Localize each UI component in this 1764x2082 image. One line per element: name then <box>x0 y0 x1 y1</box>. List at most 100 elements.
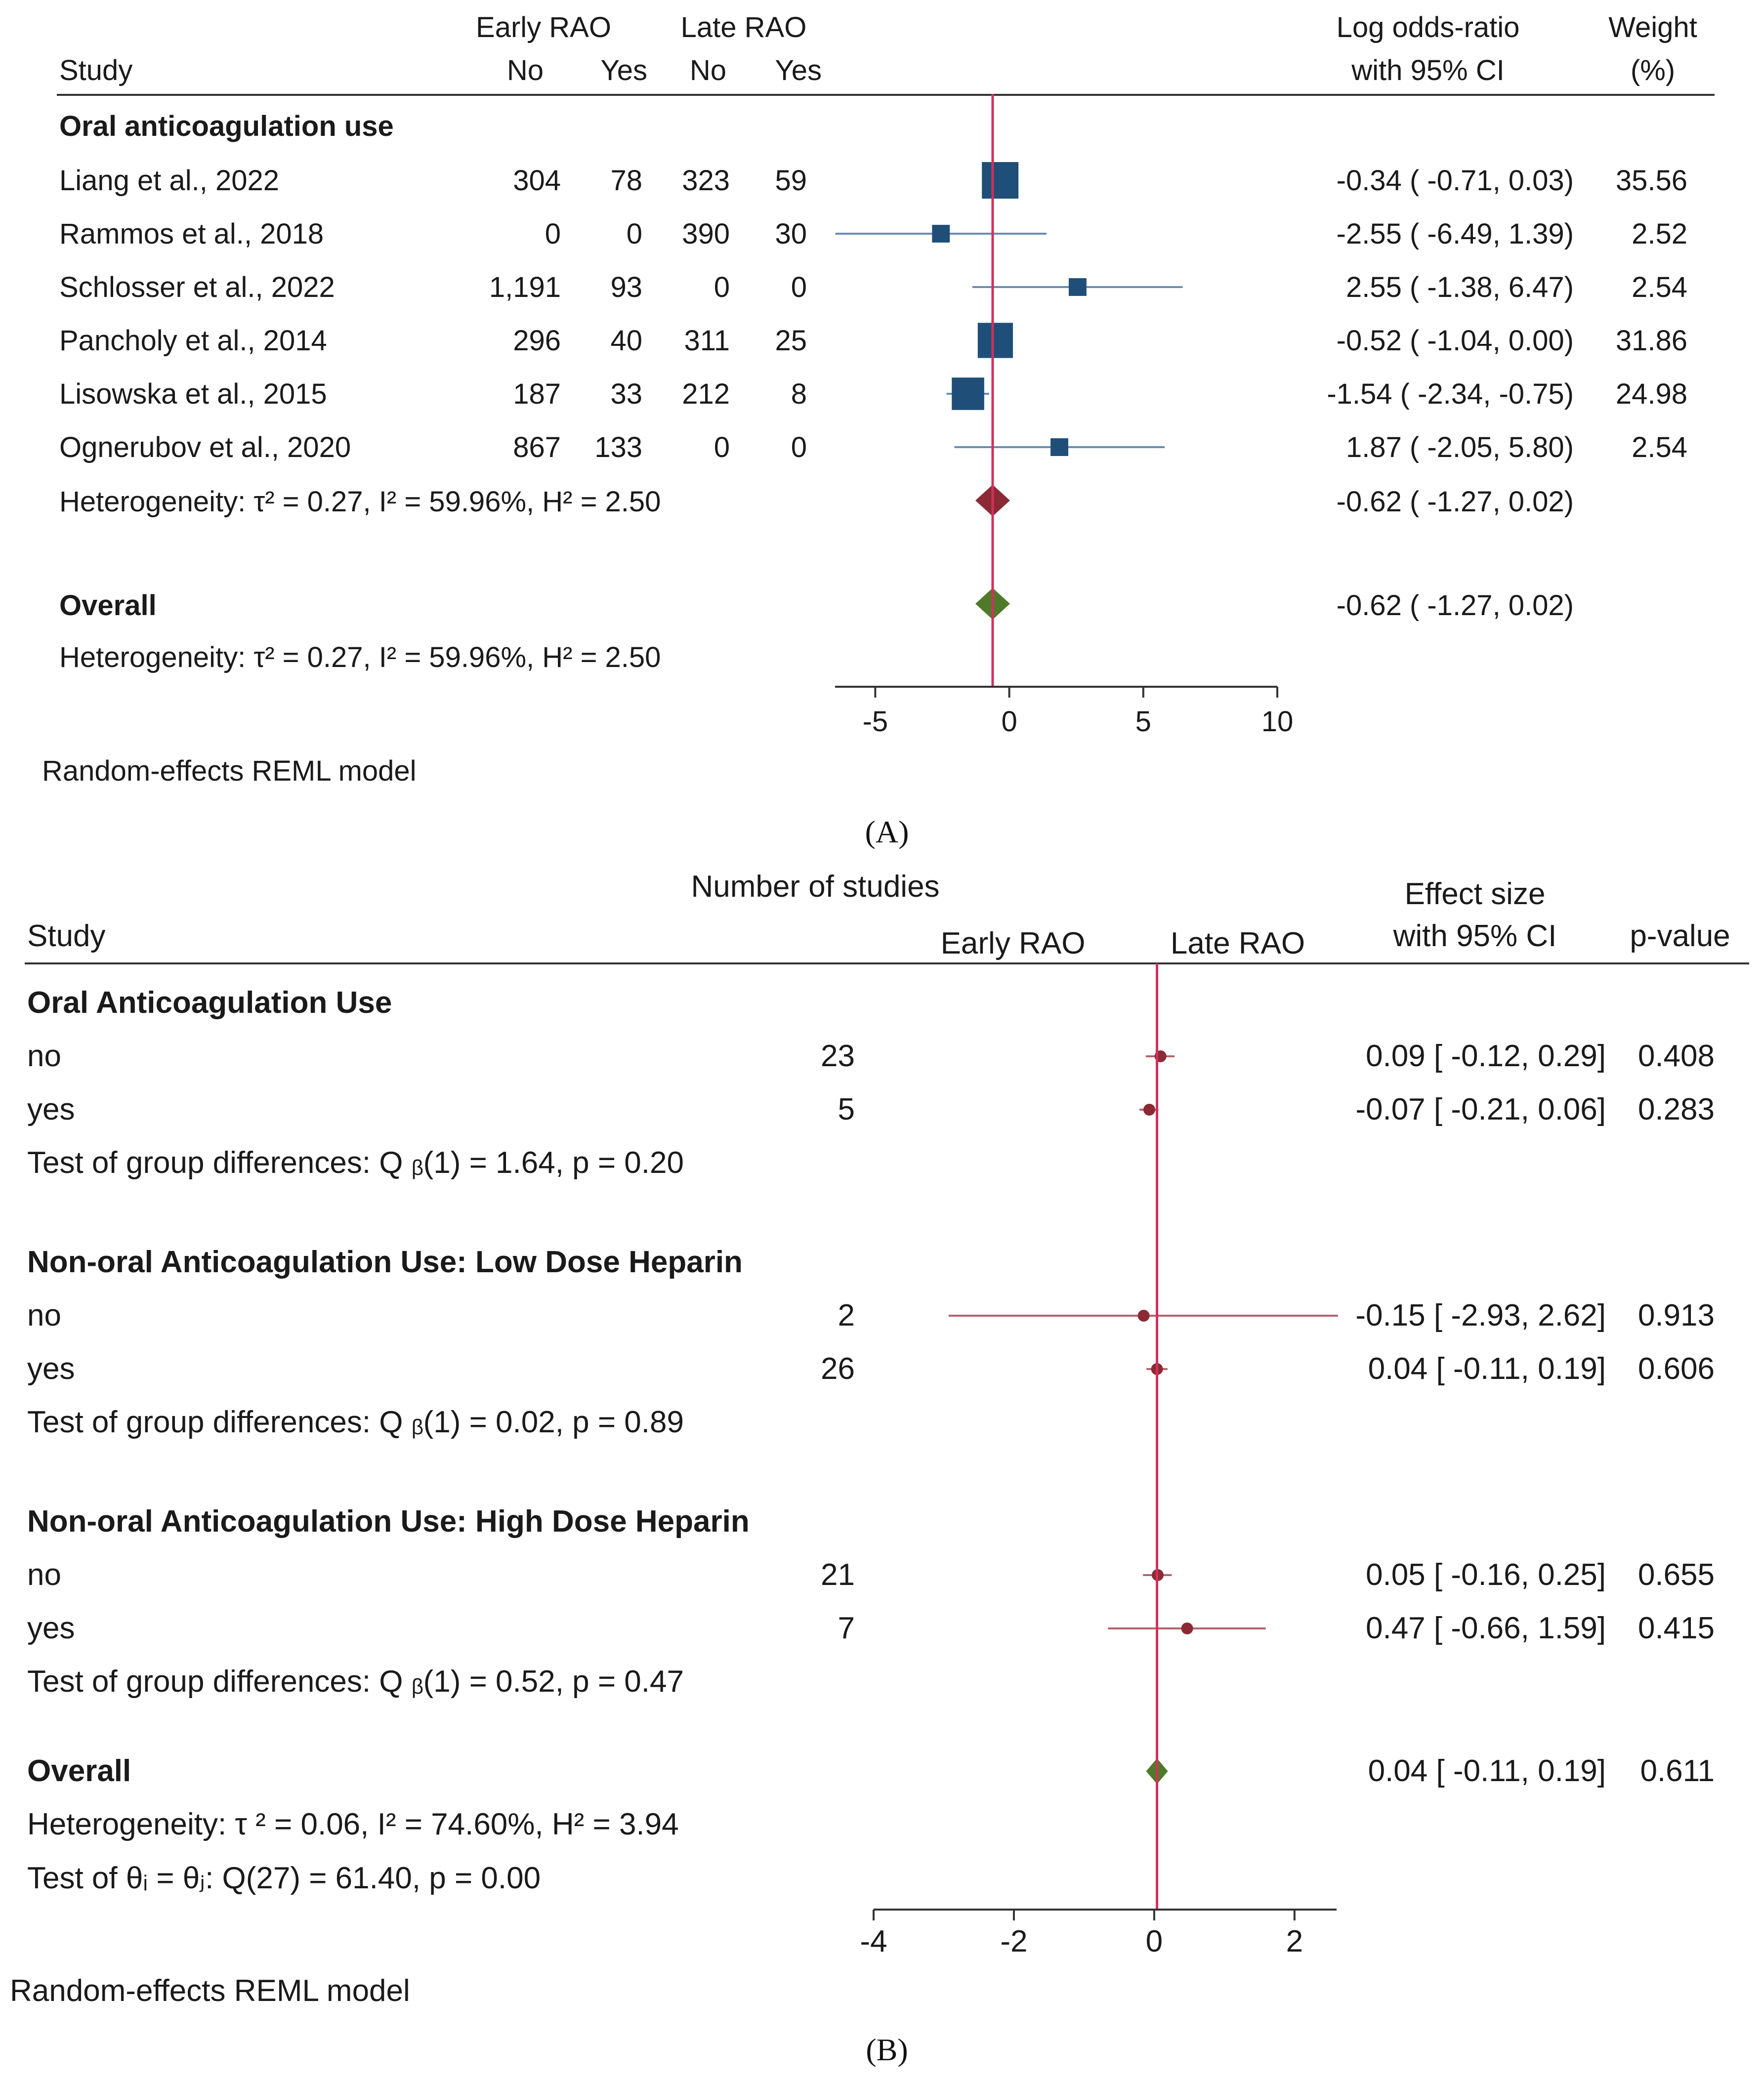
b-rows: Oral Anticoagulation Use no 23 0.09 [ -0.12… <box>27 986 1715 1699</box>
b-row-ci: 0.04 [ -0.11, 0.19] <box>1368 1352 1606 1386</box>
b-header-late-rao: Late RAO <box>1171 926 1305 960</box>
a-study-name: Pancholy et al., 2014 <box>59 325 327 357</box>
a-weight-text: 35.56 <box>1616 165 1687 197</box>
a-caption: (A) <box>865 814 909 849</box>
a-late-yes: 8 <box>791 378 807 410</box>
b-row-label: yes <box>27 1352 75 1386</box>
a-late-no: 311 <box>684 325 730 357</box>
a-study-name: Liang et al., 2022 <box>59 165 279 197</box>
a-subgroup-heterogeneity: Heterogeneity: τ² = 0.27, I² = 59.96%, H… <box>59 486 661 518</box>
a-study-square <box>977 323 1013 358</box>
a-early-yes: 0 <box>627 218 642 250</box>
b-caption: (B) <box>866 2032 908 2067</box>
a-study-name: Schlosser et al., 2022 <box>59 271 335 303</box>
b-row-label: no <box>27 1558 61 1592</box>
a-study-square <box>932 225 950 243</box>
a-early-yes: 40 <box>610 325 642 357</box>
a-axis-tick-label: -5 <box>863 706 888 738</box>
b-row-ci: -0.07 [ -0.21, 0.06] <box>1355 1092 1606 1126</box>
a-footnote: Random-effects REML model <box>42 755 417 787</box>
b-estimate-point <box>1143 1104 1155 1116</box>
a-subgroup-ci: -0.62 ( -1.27, 0.02) <box>1337 486 1574 518</box>
b-header-study: Study <box>27 919 106 953</box>
a-early-yes: 33 <box>610 378 642 410</box>
b-row-label: no <box>27 1039 61 1073</box>
b-row-ci: 0.05 [ -0.16, 0.25] <box>1366 1558 1606 1592</box>
a-overall-ci: -0.62 ( -1.27, 0.02) <box>1337 589 1574 622</box>
panel-a: Early RAO Late RAO Study No Yes No Yes L… <box>42 11 1715 849</box>
a-early-no: 304 <box>513 165 561 197</box>
a-study-square <box>1068 278 1087 296</box>
a-late-no: 0 <box>714 271 730 303</box>
a-x-axis: -5 0 5 10 <box>835 686 1294 738</box>
b-axis-tick-label: -2 <box>1000 1924 1027 1958</box>
a-overall-label: Overall <box>59 589 157 622</box>
a-axis-tick-label: 0 <box>1001 706 1017 738</box>
b-overall-test: Test of θᵢ = θⱼ: Q(27) = 61.40, p = 0.00 <box>27 1861 541 1895</box>
a-weight-text: 2.52 <box>1632 218 1687 250</box>
a-ci-text: -0.52 ( -1.04, 0.00) <box>1337 325 1574 357</box>
a-early-no: 187 <box>513 378 561 410</box>
a-axis-tick-label: 5 <box>1135 706 1151 738</box>
b-row-ci: 0.09 [ -0.12, 0.29] <box>1366 1039 1606 1073</box>
a-early-yes: 133 <box>594 431 642 463</box>
a-ci-text: -1.54 ( -2.34, -0.75) <box>1327 378 1574 410</box>
b-group-test: Test of group differences: Q ᵦ(1) = 0.02… <box>27 1405 684 1439</box>
b-axis-tick-label: 2 <box>1286 1924 1303 1958</box>
b-axis-tick-label: 0 <box>1146 1924 1163 1958</box>
b-estimate-point <box>1181 1623 1193 1634</box>
a-header-early-yes: Yes <box>600 54 647 86</box>
b-row-label: yes <box>27 1092 75 1126</box>
a-weight-text: 31.86 <box>1616 325 1687 357</box>
b-group-title: Oral Anticoagulation Use <box>27 986 392 1020</box>
a-early-no: 0 <box>545 218 561 250</box>
a-group-title: Oral anticoagulation use <box>59 110 394 142</box>
b-row-p: 0.913 <box>1638 1298 1715 1332</box>
b-header-effect-1: Effect size <box>1405 877 1546 911</box>
a-ci-text: -2.55 ( -6.49, 1.39) <box>1337 218 1574 250</box>
b-header-n-studies: Number of studies <box>691 870 939 904</box>
b-estimate-point <box>1137 1310 1150 1322</box>
a-header-study: Study <box>59 54 132 86</box>
b-row-p: 0.415 <box>1638 1611 1715 1645</box>
b-row-p: 0.606 <box>1638 1352 1715 1386</box>
a-late-yes: 0 <box>791 271 807 303</box>
a-early-yes: 78 <box>610 165 642 197</box>
a-header-weight-1: Weight <box>1608 11 1697 43</box>
b-row-n: 23 <box>821 1039 855 1073</box>
b-row-n: 7 <box>838 1611 855 1645</box>
b-row-n: 5 <box>838 1092 855 1126</box>
b-row-p: 0.408 <box>1638 1039 1715 1073</box>
a-late-yes: 30 <box>775 218 807 250</box>
b-plot-area <box>948 963 1338 1910</box>
b-overall-label: Overall <box>27 1754 131 1788</box>
a-study-rows: Liang et al., 2022 304 78 323 59 -0.34 ( -0.7… <box>59 165 1687 463</box>
b-header-pvalue: p-value <box>1630 919 1730 953</box>
a-late-yes: 0 <box>791 431 807 463</box>
a-late-yes: 25 <box>775 325 807 357</box>
b-group-title: Non-oral Anticoagulation Use: High Dose … <box>27 1504 750 1539</box>
a-late-yes: 59 <box>775 165 807 197</box>
a-weight-text: 2.54 <box>1632 431 1687 463</box>
a-weight-text: 24.98 <box>1616 378 1687 410</box>
a-early-no: 867 <box>513 431 561 463</box>
a-late-no: 0 <box>714 431 730 463</box>
b-row-label: yes <box>27 1611 75 1645</box>
b-x-axis: -4 -2 0 2 <box>860 1909 1337 1958</box>
a-header-late-rao: Late RAO <box>681 11 807 43</box>
a-axis-tick-label: 10 <box>1261 706 1294 738</box>
b-row-n: 21 <box>821 1558 855 1592</box>
b-row-p: 0.655 <box>1638 1558 1715 1592</box>
a-study-name: Lisowska et al., 2015 <box>59 378 327 410</box>
b-axis-tick-label: -4 <box>860 1924 887 1958</box>
b-group-title: Non-oral Anticoagulation Use: Low Dose H… <box>27 1245 743 1279</box>
a-header-late-no: No <box>690 54 726 86</box>
a-header-late-yes: Yes <box>775 54 822 86</box>
a-study-square <box>952 377 984 410</box>
a-header-logor-1: Log odds-ratio <box>1337 11 1520 43</box>
a-weight-text: 2.54 <box>1632 271 1687 303</box>
a-early-yes: 93 <box>610 271 642 303</box>
a-study-name: Ognerubov et al., 2020 <box>59 431 351 463</box>
